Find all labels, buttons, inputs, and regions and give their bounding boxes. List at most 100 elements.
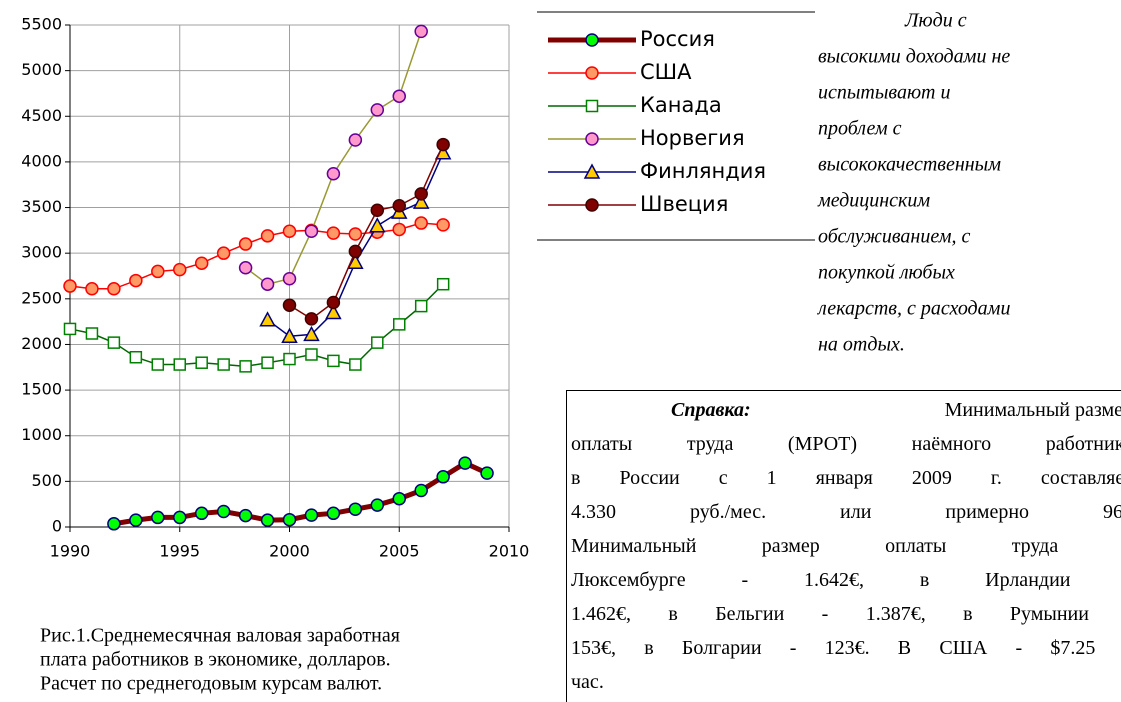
- marker: [305, 348, 318, 361]
- marker: [151, 264, 165, 279]
- caption-line: Расчет по среднегодовым курсам валют.: [40, 673, 382, 695]
- x-tick-label: 2010: [489, 542, 530, 561]
- note-line: испытывают и: [818, 82, 951, 104]
- marker: [63, 322, 77, 336]
- marker: [282, 224, 297, 239]
- marker: [173, 262, 187, 277]
- marker: [414, 216, 428, 230]
- marker: [585, 132, 599, 146]
- reference-line: Справка: Минимальный размер: [571, 393, 1121, 427]
- marker: [151, 358, 165, 371]
- y-tick-label: 1000: [21, 425, 62, 444]
- y-tick-label: 500: [31, 471, 62, 490]
- reference-box: Справка: Минимальный размер оплаты труда (…: [566, 390, 1121, 702]
- note-line: обслуживанием, с: [818, 226, 970, 248]
- reference-line: Минимальный размер оплаты труда в: [571, 535, 1121, 557]
- series-line: [245, 31, 422, 286]
- marker: [585, 198, 599, 212]
- marker: [436, 218, 450, 232]
- reference-label: Справка:: [671, 399, 751, 421]
- marker: [194, 256, 209, 270]
- marker: [195, 356, 208, 369]
- marker: [129, 350, 143, 364]
- marker: [392, 491, 406, 506]
- marker: [107, 517, 121, 531]
- note-line: высокими доходами не: [818, 46, 1010, 68]
- marker: [216, 504, 231, 519]
- marker: [412, 193, 430, 209]
- marker: [63, 279, 77, 293]
- marker: [151, 510, 165, 525]
- marker: [216, 246, 231, 260]
- note-line: Люди с: [904, 10, 967, 32]
- marker: [371, 336, 384, 349]
- series-line: [113, 460, 489, 527]
- marker: [259, 311, 276, 327]
- reference-line: 4.330 руб./мес. или примерно 96€: [571, 501, 1121, 523]
- reference-line: в России с 1 января 2009 г. составляет: [571, 467, 1121, 489]
- marker: [107, 336, 121, 349]
- marker: [282, 298, 297, 312]
- marker: [283, 352, 296, 366]
- note-line: на отдых.: [818, 334, 905, 356]
- marker: [238, 508, 253, 523]
- y-tick-label: 4500: [21, 106, 62, 125]
- y-tick-label: 1500: [21, 380, 62, 399]
- marker: [304, 224, 319, 239]
- note-line: лекарств, с расходами: [817, 298, 1010, 320]
- marker: [348, 502, 363, 516]
- marker: [260, 513, 275, 527]
- reference-line: час.: [571, 671, 604, 693]
- note-line: высококачественным: [818, 154, 1001, 176]
- marker: [392, 222, 406, 237]
- reference-line: 1.462€, в Бельгии - 1.387€, в Румынии -: [571, 603, 1121, 625]
- marker: [414, 483, 428, 498]
- marker: [583, 163, 601, 179]
- marker: [238, 237, 253, 251]
- marker: [414, 187, 428, 201]
- marker: [129, 273, 143, 288]
- x-tick-label: 1995: [159, 542, 200, 561]
- legend-label: Норвегия: [640, 126, 745, 150]
- marker: [303, 325, 320, 342]
- marker: [129, 513, 143, 527]
- marker: [349, 358, 362, 371]
- note-line: покупкой любых: [818, 262, 955, 284]
- marker: [458, 456, 472, 470]
- legend-label: Финляндия: [640, 159, 766, 183]
- marker: [392, 89, 406, 103]
- x-tick-label: 2005: [379, 542, 420, 561]
- x-tick-label: 2000: [269, 542, 310, 561]
- marker: [348, 244, 363, 259]
- reference-line: 153€, в Болгарии - 123€. В США - $7.25 в: [571, 637, 1121, 659]
- marker: [304, 508, 319, 522]
- marker: [348, 133, 363, 147]
- marker: [585, 33, 599, 47]
- y-tick-label: 0: [52, 517, 62, 536]
- marker: [480, 466, 494, 480]
- marker: [282, 271, 297, 286]
- marker: [348, 227, 363, 241]
- marker: [347, 253, 364, 270]
- marker: [369, 217, 386, 233]
- reference-line: Люксембурге - 1.642€, в Ирландии -: [571, 569, 1121, 591]
- marker: [326, 226, 341, 240]
- marker: [325, 303, 342, 320]
- marker: [282, 512, 297, 527]
- caption-line: плата работников в экономике, долларов.: [40, 649, 391, 671]
- y-tick-label: 5500: [21, 15, 62, 34]
- marker: [327, 354, 340, 368]
- marker: [436, 137, 450, 152]
- reference-text: Минимальный размер: [944, 399, 1121, 421]
- y-tick-label: 4000: [21, 151, 62, 170]
- legend-label: Канада: [640, 93, 722, 117]
- marker: [326, 506, 341, 521]
- marker: [260, 277, 275, 291]
- marker: [281, 327, 298, 343]
- marker: [370, 498, 385, 512]
- legend-label: США: [640, 60, 692, 84]
- marker: [370, 203, 385, 218]
- x-tick-label: 1990: [50, 542, 91, 561]
- marker: [304, 312, 319, 326]
